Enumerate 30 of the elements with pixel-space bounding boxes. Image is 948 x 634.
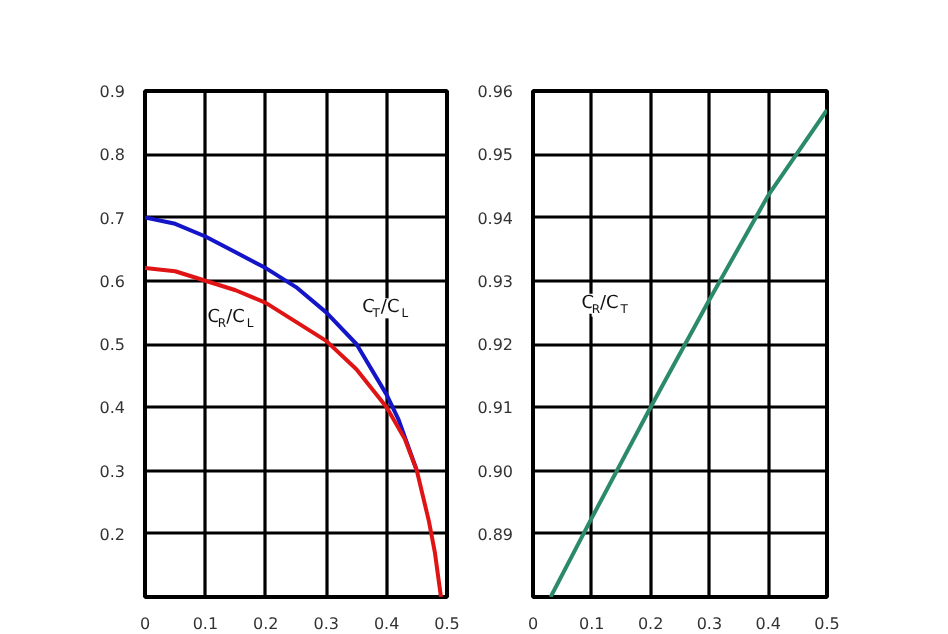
x-tick-label: 0.5 — [434, 615, 460, 633]
x-tick-label: 0.5 — [814, 615, 840, 633]
y-tick-label: 0.3 — [99, 462, 126, 481]
x-tick-label: 0.1 — [579, 615, 605, 633]
x-tick-label: 0.3 — [313, 615, 339, 633]
x-tick-label: 0.2 — [253, 615, 279, 633]
x-tick-label: 0 — [527, 615, 539, 633]
x-tick-label: 0.3 — [696, 615, 723, 633]
y-tick-label: 0.91 — [477, 399, 513, 418]
line-series — [145, 266, 443, 597]
y-tick-label: 0.4 — [99, 399, 126, 418]
y-tick-label: 0.93 — [477, 272, 513, 291]
y-tick-label: 0.94 — [477, 209, 513, 228]
x-tick-label: 0.2 — [637, 615, 664, 633]
x-tick-label: 0 — [139, 615, 151, 633]
y-tick-label: 0.92 — [477, 336, 513, 354]
y-tick-label: 0.89 — [477, 525, 513, 544]
y-tick-label: 0.95 — [477, 146, 513, 165]
x-tick-label: 0.4 — [755, 615, 781, 633]
y-tick-label: 0.6 — [99, 272, 126, 291]
y-tick-label: 0.9 — [99, 83, 126, 101]
y-tick-label: 0.8 — [99, 146, 126, 165]
y-tick-label: 0.90 — [477, 462, 513, 481]
y-tick-label: 0.5 — [99, 336, 126, 354]
line-series — [548, 107, 827, 597]
x-tick-label: 0.4 — [373, 615, 400, 633]
y-tick-label: 0.2 — [99, 525, 126, 544]
y-tick-label: 0.96 — [477, 83, 513, 101]
y-tick-label: 0.7 — [99, 209, 126, 228]
x-tick-label: 0.1 — [192, 615, 219, 633]
